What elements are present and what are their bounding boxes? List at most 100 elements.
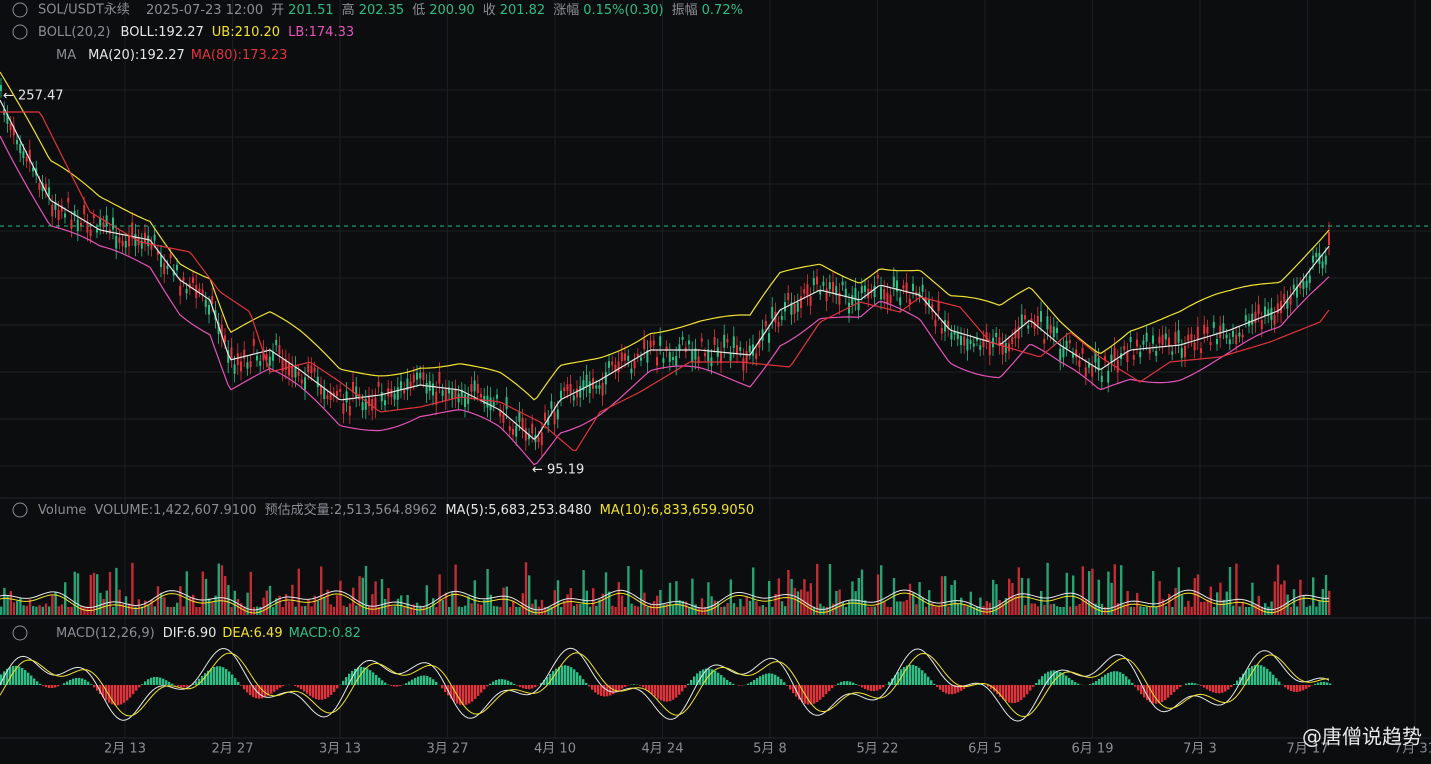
macd-bar (639, 685, 642, 686)
candle-body (713, 337, 716, 345)
macd-bar (1191, 682, 1194, 685)
macd-bar (0, 674, 3, 685)
macd-bar (246, 685, 249, 693)
volume-bar (1212, 606, 1216, 615)
x-axis: 2月 13 2月 27 3月 13 3月 27 4月 10 4月 24 5月 8 5月 22 6… (104, 742, 1431, 757)
volume-bar (1148, 606, 1152, 615)
volume-bar (192, 594, 195, 615)
volume-bar (390, 606, 393, 615)
volume-bar (1027, 578, 1030, 615)
candle-body (1273, 315, 1276, 325)
volume-bar (499, 606, 502, 615)
macd-bar (1122, 673, 1125, 685)
candle-body (371, 399, 374, 411)
candle-body (934, 319, 937, 327)
macd-bar (1155, 685, 1158, 704)
candle-body (1075, 349, 1078, 358)
volume-bar (678, 600, 681, 615)
macd-bar (819, 685, 822, 700)
collapse-icon[interactable] (12, 502, 28, 518)
volume-bar (1305, 606, 1308, 615)
volume-bar (208, 598, 211, 615)
macd-bar (1278, 681, 1281, 685)
candle-body (809, 296, 812, 306)
macd-bar (792, 685, 795, 694)
candle-body (1094, 351, 1097, 363)
macd-bar (828, 685, 831, 692)
volume-bar (377, 606, 380, 615)
volume-bar (419, 605, 422, 615)
volume-bar (297, 568, 300, 615)
volume-bar (681, 600, 684, 615)
candle-body (1177, 330, 1180, 343)
macd-bar (228, 671, 231, 685)
candle-body (1200, 348, 1202, 353)
candle-body (329, 391, 332, 400)
macd-bar (417, 676, 420, 685)
volume-bar (1209, 586, 1212, 615)
macd-bar (258, 685, 261, 699)
candle-body (569, 383, 572, 395)
macd-bar (423, 675, 426, 685)
volume-bar (512, 600, 515, 615)
volume-bar (1091, 568, 1094, 615)
macd-bar (336, 685, 339, 689)
volume-bar (534, 599, 537, 615)
macd-bar (510, 682, 513, 685)
candle-body (256, 355, 258, 361)
volume-bar (185, 571, 188, 615)
volume-bar (3, 587, 6, 615)
candle-body (748, 345, 751, 353)
macd-bar (924, 673, 927, 685)
macd-bar (63, 683, 66, 685)
macd-bar (303, 685, 306, 692)
macd-bar (204, 673, 207, 685)
candle-body (1001, 342, 1004, 355)
candle-body (572, 395, 575, 401)
volume-bar (656, 595, 659, 615)
volume-bar (406, 594, 409, 615)
candle-body (723, 334, 726, 348)
volume-bar (1110, 582, 1113, 615)
candle-body (1036, 315, 1039, 326)
candle-body (1062, 347, 1065, 358)
volume-bar (1033, 603, 1036, 615)
macd-bar (183, 685, 186, 688)
macd-bar (936, 685, 939, 688)
macd-bar (318, 685, 321, 700)
macd-bar (1188, 682, 1191, 685)
collapse-icon[interactable] (12, 625, 28, 641)
volume-bar (483, 599, 486, 615)
candle-body (412, 374, 415, 383)
collapse-icon[interactable] (12, 24, 28, 40)
volume-bar (246, 592, 249, 615)
collapse-icon[interactable] (12, 2, 28, 18)
volume-bar (515, 606, 518, 615)
volume-bar (230, 606, 233, 615)
volume-bar (1078, 604, 1081, 615)
candle-body (105, 215, 108, 226)
volume-bar (528, 575, 531, 615)
watermark: @唐僧说趋势 (1302, 725, 1422, 749)
candle-body (320, 385, 322, 395)
volume-bar (438, 574, 441, 615)
volume-bar (307, 599, 310, 615)
volume-bar (752, 567, 755, 615)
macd-bar (459, 685, 462, 705)
volume-bar (1104, 606, 1107, 615)
volume-bar (604, 572, 608, 615)
candle-body (435, 391, 438, 405)
macd-bar (621, 685, 624, 689)
macd-bar (807, 685, 810, 705)
candle-body (544, 412, 546, 421)
volume-bar (460, 606, 464, 615)
volume-bar (1062, 607, 1065, 615)
macd-bar (507, 680, 510, 685)
candle-body (1328, 232, 1330, 245)
volume-bar (1180, 595, 1184, 615)
candle-body (409, 381, 412, 389)
candle-body (1251, 313, 1254, 325)
macd-bar (312, 685, 315, 698)
candle-body (1084, 367, 1087, 377)
